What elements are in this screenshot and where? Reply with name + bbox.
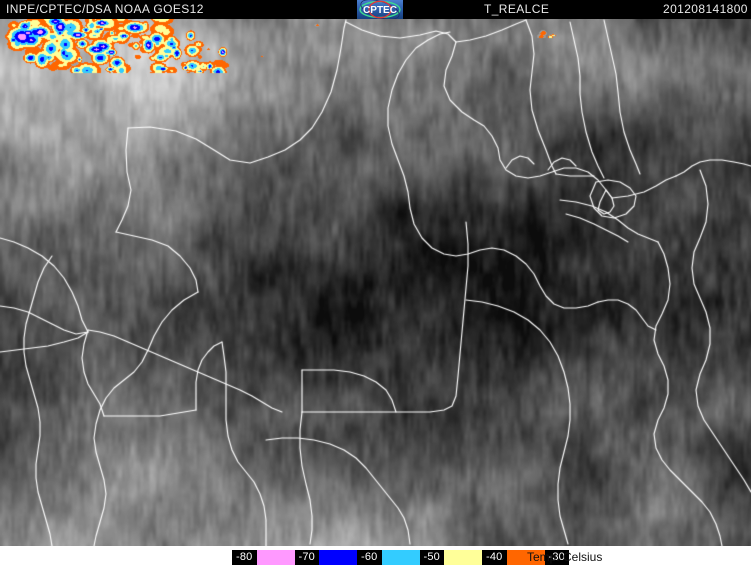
legend-swatch-cyan <box>381 550 420 565</box>
goes12-enhanced-ir-image <box>0 0 751 546</box>
legend-caption: Temp. Celsius <box>527 550 603 564</box>
temperature-color-legend: -80 -70 -60 -50 -40 -30 <box>232 550 569 565</box>
cptec-logo-icon: CPTEC <box>357 0 403 19</box>
legend-label-60: -60 <box>357 550 382 565</box>
legend-swatch-yellow <box>444 550 482 565</box>
header-bar: INPE/CPTEC/DSA NOAA GOES12 T_REALCE 2012… <box>0 0 751 19</box>
satellite-image-canvas <box>0 0 751 546</box>
legend-label-50: -50 <box>419 550 444 565</box>
timestamp-label: 201208141800 <box>663 2 748 16</box>
legend-label-80: -80 <box>232 550 257 565</box>
source-title: INPE/CPTEC/DSA NOAA GOES12 <box>6 2 204 16</box>
legend-swatch-orange <box>506 550 545 565</box>
svg-text:CPTEC: CPTEC <box>363 5 397 16</box>
legend-label-40: -40 <box>482 550 507 565</box>
product-title: T_REALCE <box>484 2 550 16</box>
legend-label-70: -70 <box>294 550 319 565</box>
legend-label-30: -30 <box>544 550 569 565</box>
legend-swatch-blue <box>319 550 357 565</box>
legend-swatch-pink <box>256 550 295 565</box>
